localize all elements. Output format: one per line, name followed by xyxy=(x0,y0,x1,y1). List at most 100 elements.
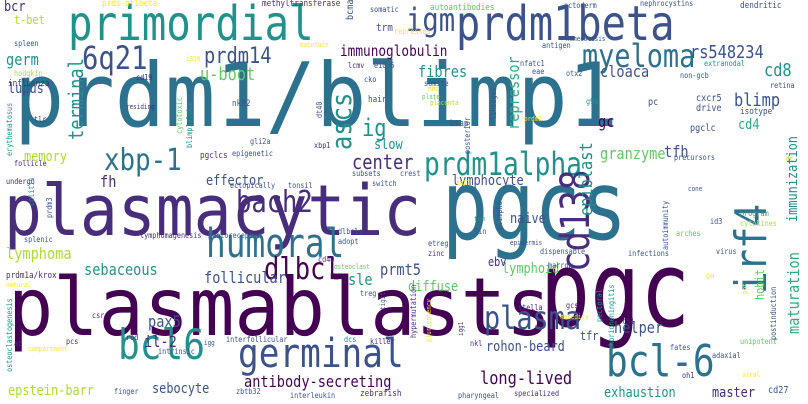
word-csr: csr xyxy=(92,311,105,320)
word-rod: rod xyxy=(126,333,139,342)
word-homeostasis: homeostasis xyxy=(566,35,606,43)
word-bcr: bcr xyxy=(4,0,26,15)
word-blimp1alpha: blimp1alpha xyxy=(185,102,194,148)
word-t-bet: t-bet xyxy=(14,13,45,27)
word-oh1: oh1 xyxy=(682,371,695,380)
word-subsets: subsets xyxy=(352,169,381,178)
word-pot: pot xyxy=(741,283,749,294)
word-postinduction: postinduction xyxy=(769,286,778,340)
word-otx2: otx2 xyxy=(566,69,583,78)
word-plate: plate xyxy=(422,93,440,101)
word-maturation: maturation xyxy=(784,252,803,334)
word-epstein-barr: epstein-barr xyxy=(8,383,94,399)
word-u-boot: u-boot xyxy=(200,64,256,85)
word-slow: slow xyxy=(374,137,403,153)
word-dcs: dcs xyxy=(344,335,357,344)
word-colitis: colitis xyxy=(27,177,36,206)
word-pc: pc xyxy=(648,97,659,108)
word-il-2: il-2 xyxy=(144,332,177,351)
word-lymphocyte: lymphocyte xyxy=(452,173,524,189)
word-dt40: dt40 xyxy=(315,101,324,118)
word-pluripotency: pluripotency xyxy=(425,299,433,342)
word-dendritic: dendritic xyxy=(740,1,782,11)
word-id3: id3 xyxy=(710,217,723,226)
word-dispensable: dispensable xyxy=(540,247,586,256)
word-cytokines: cytokines xyxy=(740,219,777,228)
word-splenic: splenic xyxy=(24,235,53,244)
word-posterior: posterior xyxy=(463,117,472,154)
word-maintain: maintain xyxy=(300,41,329,49)
word-primordial: primordial xyxy=(68,0,314,52)
word-hypermutation: hypermutation xyxy=(409,284,418,338)
word-undergo: undergo xyxy=(6,177,35,186)
word-lupus: lupus xyxy=(8,81,44,97)
word-antibody-secreting: antibody-secreting xyxy=(244,372,392,391)
word-arches: arches xyxy=(676,229,701,238)
word-igg: igg xyxy=(204,339,215,347)
word-tfh: tfh xyxy=(664,142,689,161)
word-prdm14: prdm14 xyxy=(204,44,272,69)
word-zebrafish: zebrafish xyxy=(360,389,402,399)
word-virus: virus xyxy=(716,247,737,256)
word-zbtb32: zbtb32 xyxy=(236,387,261,396)
word-dlbcls: dlbcls xyxy=(338,227,363,236)
word-follicle: follicle xyxy=(14,159,47,168)
word-helper: helper xyxy=(614,318,664,337)
word-sle: sle xyxy=(348,270,373,289)
word-interleukin: interleukin xyxy=(290,391,336,400)
word-viral: viral xyxy=(742,371,760,379)
word-photoreceptor: photoreceptor xyxy=(208,231,262,240)
word-ga: ga xyxy=(706,271,715,280)
word-cd19: cd19 xyxy=(136,73,153,82)
word-xbp-1: xbp-1 xyxy=(104,143,182,178)
word-blimpko: blimpko xyxy=(495,201,504,230)
word-pgclcs: pgclcs xyxy=(200,151,228,161)
word-killer: killer xyxy=(370,337,395,346)
word-finger: finger xyxy=(114,387,139,396)
word-bsap: bsap xyxy=(450,119,469,129)
word-nkl: nkl xyxy=(470,339,483,348)
word-xbp1: xbp1 xyxy=(314,141,331,150)
word-nephrocystins: nephrocystins xyxy=(640,0,694,8)
word-th1: th1 xyxy=(622,317,635,326)
word-rs548234: rs548234 xyxy=(690,42,764,63)
word-lcmv: lcmv xyxy=(348,61,365,70)
word-master: master xyxy=(712,385,755,401)
word-cd8: cd8 xyxy=(764,60,792,81)
word-adaxial: adaxial xyxy=(712,351,741,360)
word-spleen: spleen xyxy=(14,39,39,48)
word-pax5: pax5 xyxy=(148,312,181,331)
word-ebv: ebv xyxy=(488,255,507,269)
word-dlbcl: dlbcl xyxy=(264,252,341,287)
word-fh: fh xyxy=(100,172,117,191)
word-germ: germ xyxy=(6,50,39,69)
word-residing: residing xyxy=(126,103,155,111)
word-nfatc1: nfatc1 xyxy=(520,59,545,68)
word-natural: natural xyxy=(6,281,32,289)
word-diffuse: diffuse xyxy=(408,279,459,295)
word-pharyngeal: pharyngeal xyxy=(458,391,499,400)
word-prdm1beta: prdm1beta xyxy=(456,0,675,52)
word-unipotent: unipotent xyxy=(740,337,777,346)
word-hobit: hobit xyxy=(753,269,767,300)
word-fin: fin xyxy=(474,227,487,236)
word-retina: retina xyxy=(770,81,795,90)
word-pgclc: pgclc xyxy=(690,123,716,134)
word-osteoclastogenesis: osteoclastogenesis xyxy=(5,298,14,372)
word-epiblast: epiblast xyxy=(576,142,597,216)
word-somatic: somatic xyxy=(370,5,399,14)
word-tcm: tcm xyxy=(474,215,485,223)
word-eae: eae xyxy=(532,67,545,76)
word-tlr: tlr xyxy=(34,115,47,124)
word-gcs: gcs xyxy=(566,301,579,310)
word-cloaca: cloaca xyxy=(600,62,650,81)
word-immunization: immunization xyxy=(785,136,801,222)
word-pgcs: pgcs xyxy=(442,150,627,262)
word-autoimmunity: autoimmunity xyxy=(661,200,670,250)
word-infections: infections xyxy=(628,249,669,258)
word-gc: gc xyxy=(598,112,615,131)
word-specialized: specialized xyxy=(514,389,560,398)
word-non-gcb: non-gcb xyxy=(680,71,709,80)
word-prmt5: prmt5 xyxy=(380,260,421,279)
